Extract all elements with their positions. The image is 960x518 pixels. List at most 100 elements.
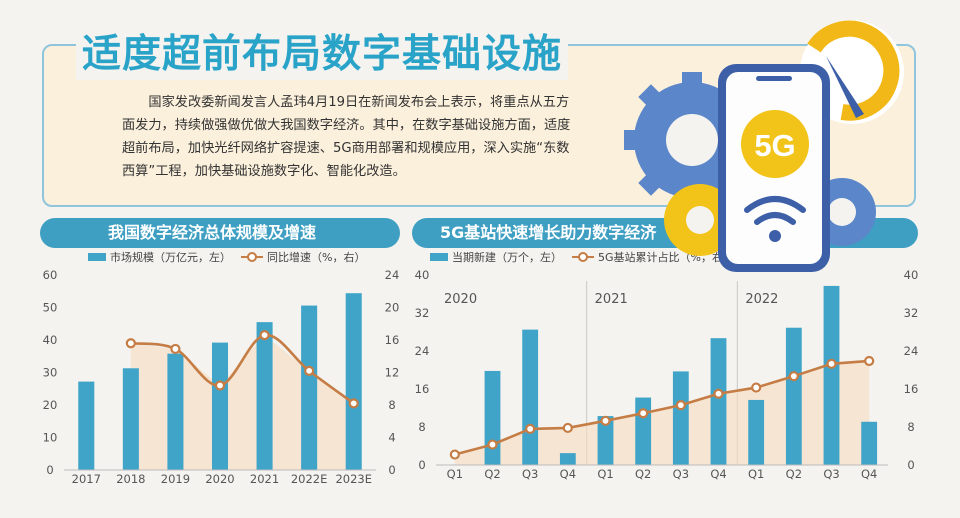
- x-tick-label: 2017: [72, 472, 101, 486]
- x-tick-label: 2021: [250, 472, 279, 486]
- line-legend-swatch: [241, 252, 263, 262]
- group-label: 2020: [444, 292, 477, 307]
- line-point: [864, 355, 875, 367]
- y-left-tick-label: 0: [46, 463, 53, 477]
- wifi-icon: [744, 196, 806, 242]
- x-tick-label: Q2: [484, 467, 500, 481]
- bar-legend-label: 当期新建（万个，左）: [452, 251, 562, 264]
- y-right-tick-label: 12: [385, 366, 400, 380]
- phone-icon: 5G: [718, 64, 830, 272]
- intro-paragraph: 国家发改委新闻发言人孟玮4月19日在新闻发布会上表示，将重点从五方面发力，持续做…: [122, 95, 571, 179]
- bar: [861, 421, 878, 465]
- y-right-tick-label: 24: [904, 344, 919, 358]
- bar: [345, 293, 362, 470]
- line-point: [638, 408, 649, 419]
- y-right-tick-label: 32: [904, 306, 919, 320]
- x-tick-label: Q3: [673, 467, 689, 481]
- x-tick-label: 2022E: [291, 472, 328, 486]
- x-tick-label: Q1: [447, 467, 463, 481]
- bar: [748, 399, 765, 465]
- line-point: [214, 380, 226, 391]
- x-tick-label: Q3: [522, 467, 538, 481]
- bar-legend-label: 市场规模（万亿元，左）: [110, 251, 231, 264]
- y-right-tick-label: 24: [385, 268, 400, 282]
- x-tick-label: Q1: [597, 467, 613, 481]
- x-tick-label: 2023E: [335, 472, 372, 486]
- 5g-phone-illustration: 5G: [624, 20, 904, 272]
- bar: [559, 453, 576, 465]
- bar: [78, 381, 95, 470]
- bar: [785, 327, 802, 465]
- y-left-tick-label: 24: [415, 344, 430, 358]
- bar: [823, 285, 840, 465]
- bar: [522, 329, 539, 465]
- bar: [597, 416, 614, 465]
- bar: [167, 353, 184, 470]
- line-point: [259, 330, 270, 341]
- series-line: [454, 359, 870, 456]
- y-right-tick-label: 16: [904, 382, 919, 396]
- y-left-tick-label: 20: [43, 398, 58, 412]
- y-right-tick-label: 40: [904, 268, 919, 282]
- y-left-tick-label: 50: [43, 301, 58, 315]
- y-left-tick-label: 60: [43, 268, 58, 282]
- x-tick-label: 2018: [116, 472, 145, 486]
- y-right-tick-label: 20: [385, 301, 400, 315]
- line-area: [454, 360, 870, 465]
- x-tick-label: Q2: [635, 467, 651, 481]
- line-point: [125, 338, 136, 349]
- x-tick-label: Q1: [748, 467, 764, 481]
- y-right-tick-label: 16: [385, 333, 400, 347]
- y-left-tick-label: 10: [43, 431, 58, 445]
- bar: [710, 338, 727, 465]
- 5g-badge-text: 5G: [754, 128, 795, 163]
- line-point: [170, 343, 181, 355]
- x-tick-label: Q3: [823, 467, 839, 481]
- group-label: 2022: [745, 292, 778, 307]
- x-tick-label: 2019: [161, 472, 190, 486]
- line-point: [788, 371, 799, 382]
- line-point: [525, 423, 536, 434]
- line-point: [487, 439, 498, 450]
- line-point: [675, 400, 686, 411]
- y-right-tick-label: 8: [388, 398, 395, 412]
- y-right-tick-label: 0: [907, 458, 914, 472]
- x-tick-label: Q4: [861, 467, 877, 481]
- line-area: [130, 335, 354, 470]
- y-left-tick-label: 40: [43, 333, 58, 347]
- bar: [211, 342, 229, 470]
- bar: [672, 371, 689, 465]
- page-title: 适度超前布局数字基础设施: [76, 30, 569, 80]
- line-legend-swatch: [572, 252, 594, 262]
- bar: [484, 370, 501, 465]
- line-point: [826, 358, 837, 369]
- line-legend-label: 同比增速（%，右）: [267, 251, 366, 264]
- y-right-tick-label: 4: [388, 431, 395, 445]
- y-left-tick-label: 8: [418, 420, 425, 434]
- bar-legend-swatch: [88, 253, 106, 261]
- x-tick-label: 2020: [205, 472, 234, 486]
- bar: [635, 397, 652, 465]
- y-left-tick-label: 16: [415, 382, 430, 396]
- left-chart-title: 我国数字经济总体规模及增速: [40, 218, 400, 248]
- y-right-tick-label: 8: [907, 420, 914, 434]
- line-point: [562, 422, 573, 434]
- line-point: [449, 449, 460, 460]
- bar: [122, 368, 139, 470]
- line-point: [751, 382, 762, 393]
- bar-legend-swatch: [430, 253, 448, 261]
- bar: [256, 322, 273, 470]
- y-left-tick-label: 30: [43, 366, 58, 380]
- x-tick-label: Q4: [710, 467, 726, 481]
- line-point: [600, 415, 611, 426]
- line-point: [304, 365, 315, 376]
- group-label: 2021: [595, 292, 628, 307]
- y-right-tick-label: 0: [388, 463, 395, 477]
- y-left-tick-label: 40: [415, 268, 430, 282]
- y-left-tick-label: 32: [415, 306, 430, 320]
- x-tick-label: Q4: [560, 467, 576, 481]
- left-chart-legend: 市场规模（万亿元，左） 同比增速（%，右）: [88, 249, 365, 265]
- line-point: [348, 398, 359, 409]
